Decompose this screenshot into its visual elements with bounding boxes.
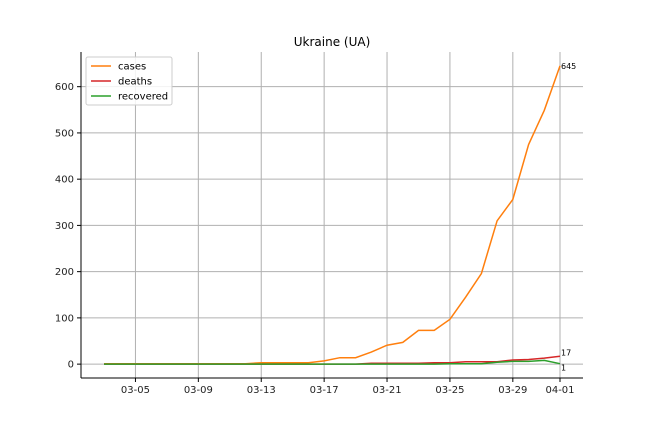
axes — [80, 52, 583, 379]
y-tick-label: 200 — [55, 267, 74, 278]
x-tick-labels: 03-05 03-09 03-13 03-17 03-21 03-25 03-29 04-01 — [121, 378, 575, 396]
x-tick-label: 04-01 — [545, 385, 574, 396]
x-tick-label: 03-25 — [435, 385, 464, 396]
x-tick-label: 03-13 — [247, 385, 276, 396]
x-tick-label: 03-29 — [498, 385, 527, 396]
y-tick-label: 400 — [55, 175, 74, 186]
legend-box — [85, 56, 173, 106]
x-tick-label: 03-17 — [310, 385, 339, 396]
grid-lines — [81, 52, 583, 378]
y-tick-label: 100 — [55, 313, 74, 324]
y-tick-labels: 0 100 200 300 400 500 600 — [55, 82, 81, 371]
end-label-cases: 645 — [561, 62, 576, 71]
y-tick-label: 0 — [68, 360, 74, 371]
y-tick-label: 500 — [55, 128, 74, 139]
chart-title: Ukraine (UA) — [294, 35, 371, 49]
series-lines — [104, 65, 561, 365]
y-tick-label: 300 — [55, 221, 74, 232]
x-tick-label: 03-21 — [373, 385, 402, 396]
series-line-recovered — [104, 359, 561, 365]
legend-label-cases: cases — [118, 62, 146, 73]
legend-label-deaths: deaths — [118, 77, 152, 88]
legend: cases deaths recovered — [85, 56, 173, 106]
y-tick-label: 600 — [55, 82, 74, 93]
x-tick-label: 03-05 — [121, 385, 150, 396]
series-line-cases — [104, 65, 561, 365]
end-label-recovered: 1 — [561, 364, 566, 373]
end-label-deaths: 17 — [561, 348, 571, 357]
x-tick-label: 03-09 — [184, 385, 213, 396]
legend-label-recovered: recovered — [118, 92, 168, 103]
end-labels: 645 17 1 — [561, 62, 576, 373]
